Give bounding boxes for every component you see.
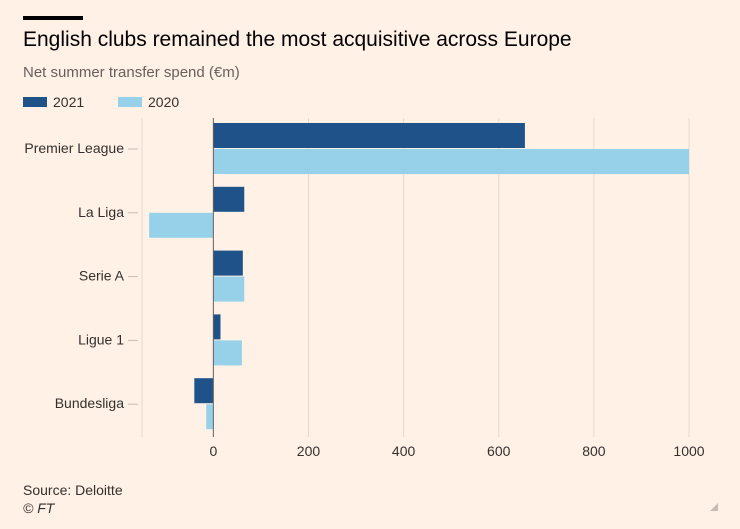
bar-serie-a-2020 <box>213 276 245 302</box>
legend-label-2020: 2020 <box>148 94 180 110</box>
top-rule <box>23 16 83 20</box>
bar-bundesliga-2020 <box>206 404 214 430</box>
bar-bundesliga-2021 <box>194 378 214 404</box>
bar-ligue-1-2020 <box>213 340 242 366</box>
bar-premier-league-2021 <box>213 123 525 148</box>
category-label-premier-league: Premier League <box>24 140 124 156</box>
legend-swatch-2020 <box>118 97 142 107</box>
category-label-la-liga: La Liga <box>78 204 124 220</box>
x-tick-label-800: 800 <box>582 443 606 459</box>
credit: © FT <box>23 500 55 516</box>
resize-handle-icon <box>710 503 718 511</box>
category-label-bundesliga: Bundesliga <box>55 395 124 411</box>
bar-serie-a-2021 <box>213 250 243 276</box>
legend-swatch-2021 <box>23 97 47 107</box>
x-tick-label-0: 0 <box>209 443 217 459</box>
source-note: Source: Deloitte <box>23 482 123 498</box>
x-tick-label-1000: 1000 <box>673 443 704 459</box>
x-tick-label-600: 600 <box>487 443 511 459</box>
chart-title: English clubs remained the most acquisit… <box>23 28 572 51</box>
bar-ligue-1-2021 <box>213 314 221 340</box>
legend-label-2021: 2021 <box>53 94 85 110</box>
bar-la-liga-2020 <box>149 212 214 238</box>
category-label-ligue-1: Ligue 1 <box>78 331 124 347</box>
x-tick-label-400: 400 <box>392 443 416 459</box>
bar-premier-league-2020 <box>213 149 689 174</box>
x-tick-label-200: 200 <box>297 443 321 459</box>
category-label-serie-a: Serie A <box>79 268 125 284</box>
chart-subtitle: Net summer transfer spend (€m) <box>23 64 240 81</box>
bar-la-liga-2021 <box>213 186 245 212</box>
